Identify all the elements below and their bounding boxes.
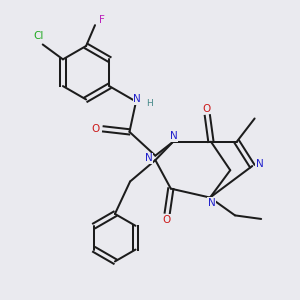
- Text: O: O: [92, 124, 100, 134]
- Text: N: N: [145, 153, 153, 163]
- Text: F: F: [99, 15, 104, 26]
- Text: O: O: [202, 104, 210, 114]
- Text: O: O: [162, 215, 170, 225]
- Text: N: N: [208, 198, 216, 208]
- Text: N: N: [170, 131, 178, 141]
- Text: Cl: Cl: [33, 31, 44, 40]
- Text: N: N: [133, 94, 141, 104]
- Text: N: N: [256, 159, 264, 169]
- Text: H: H: [147, 99, 153, 108]
